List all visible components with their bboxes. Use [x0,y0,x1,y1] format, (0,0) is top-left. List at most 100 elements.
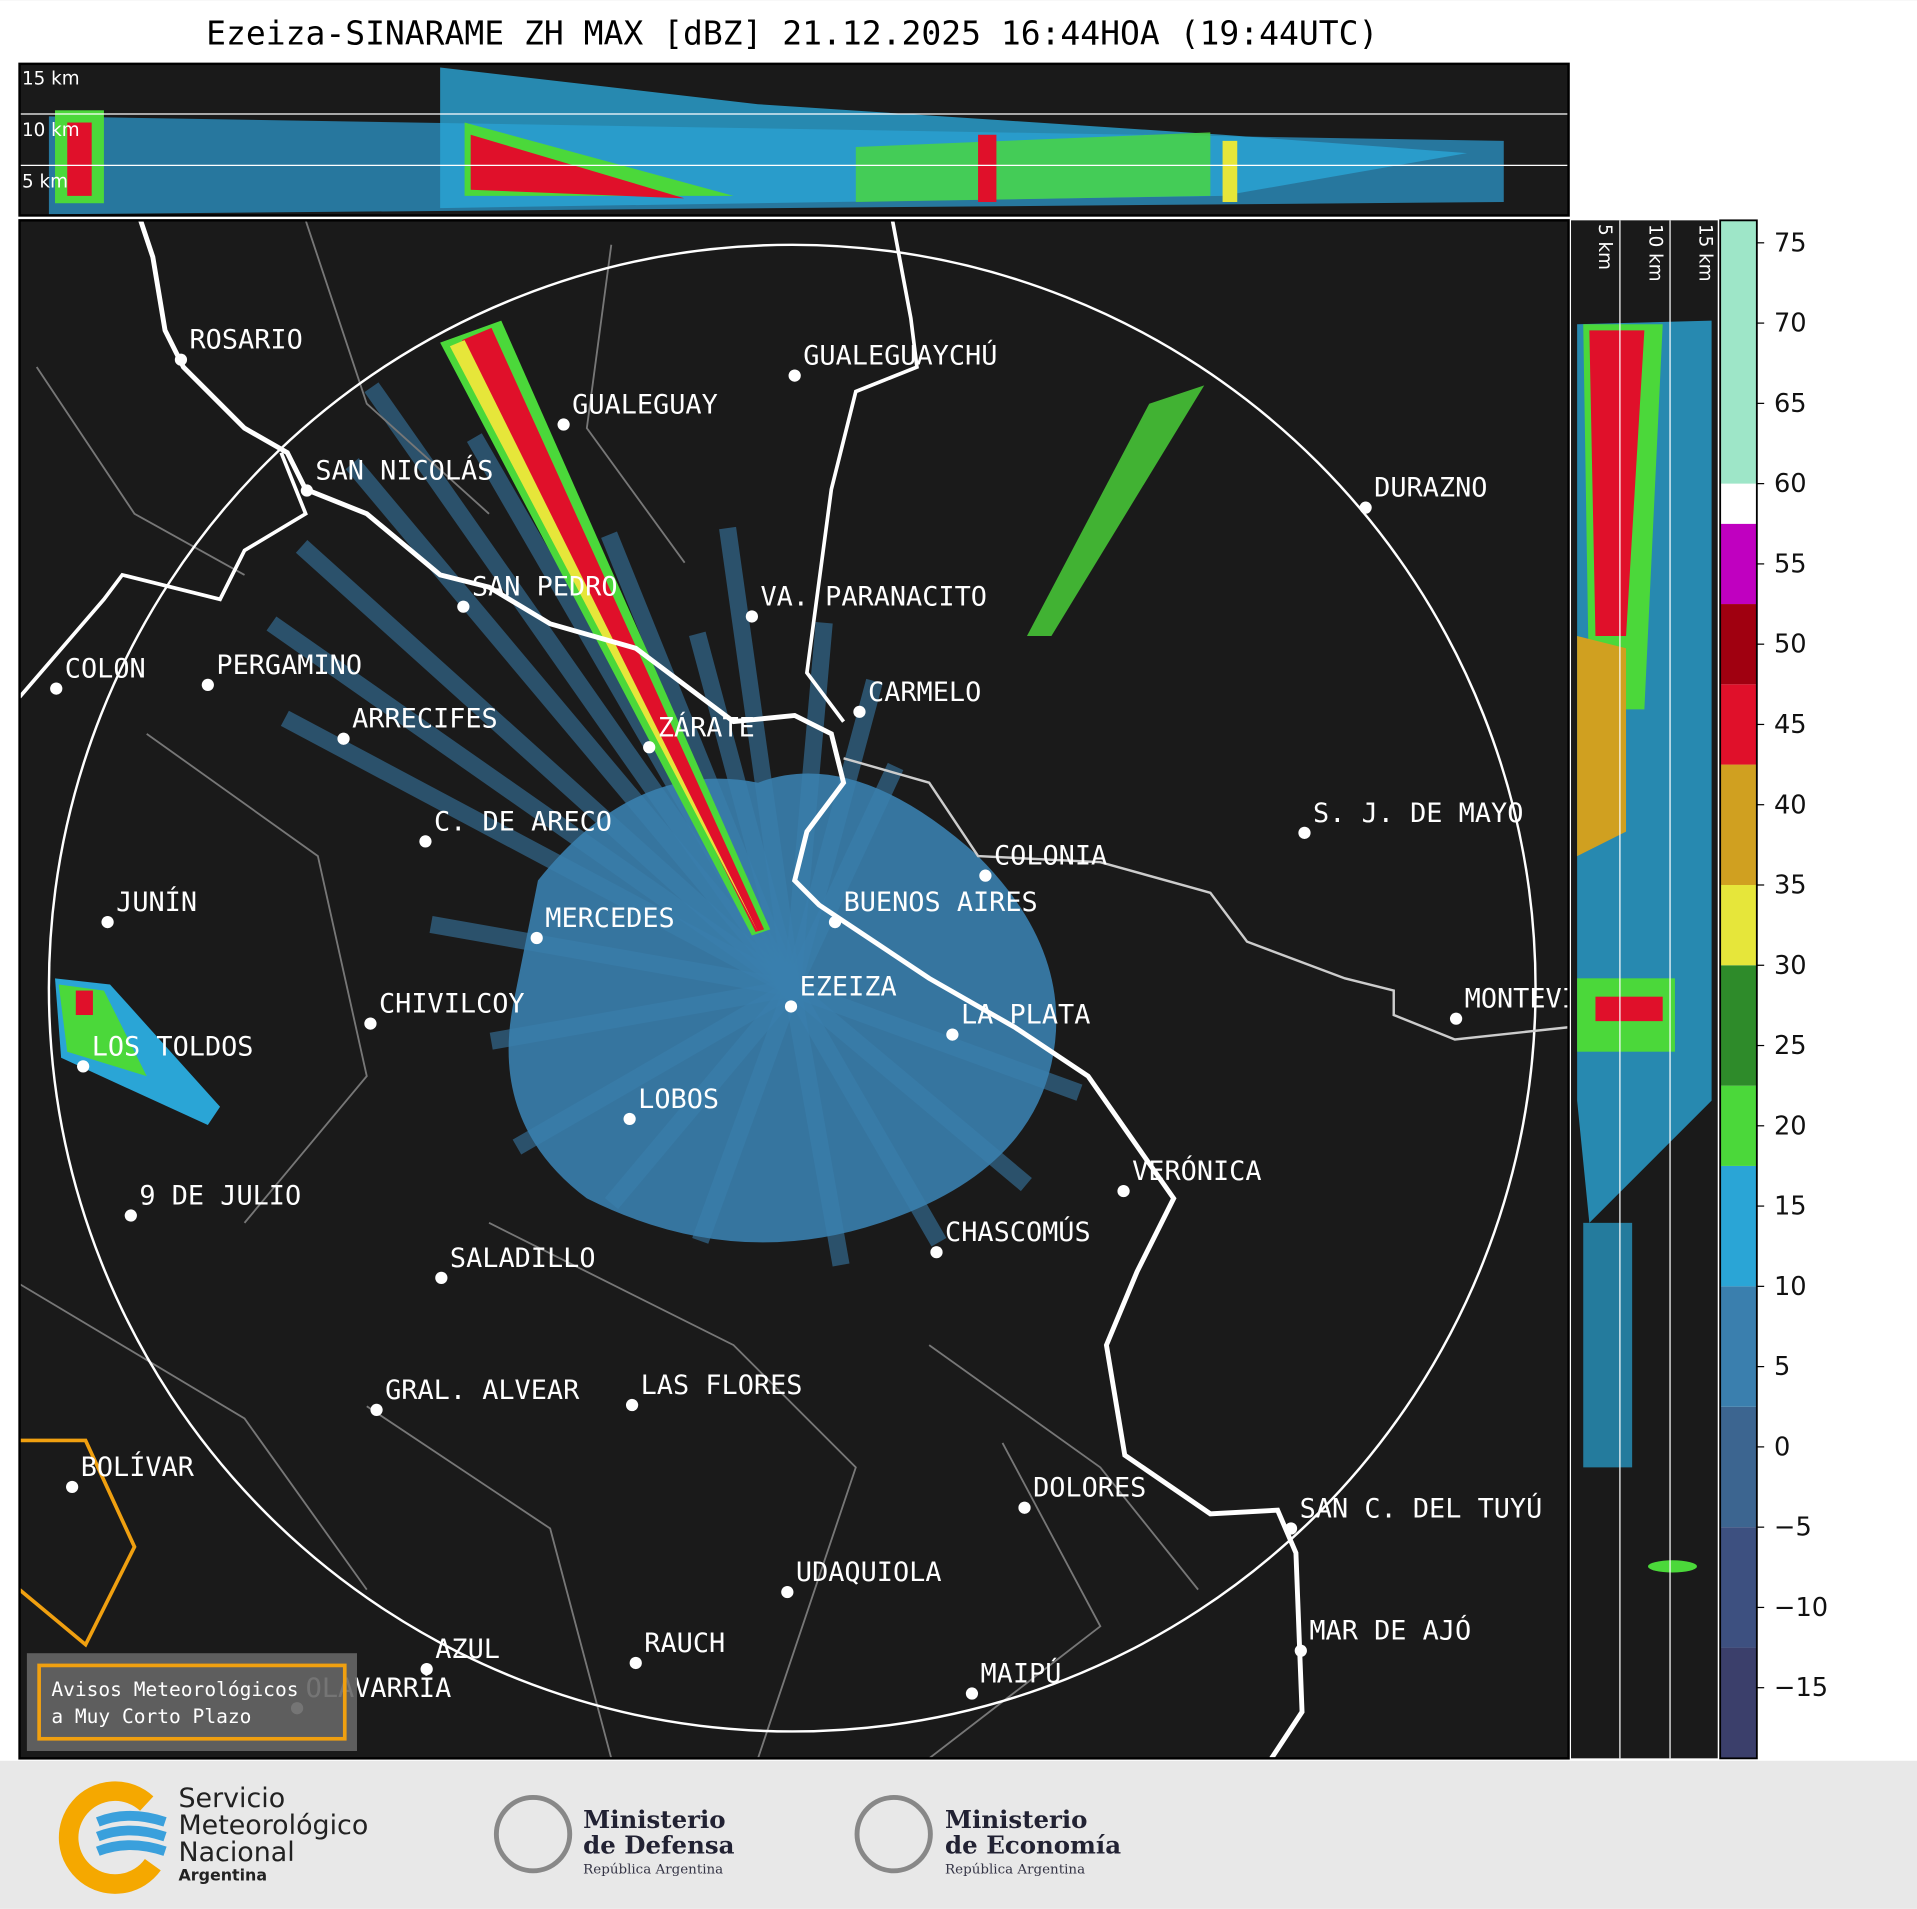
colorbar-tick-label: 5 [1774,1352,1790,1382]
map-frame [18,219,1570,1760]
city-label: MONTEVIDEO [1465,984,1627,1015]
colorbar-tick-label: 35 [1774,871,1807,901]
city-dot [1359,501,1372,514]
city-label: SAN C. DEL TUYÚ [1300,1492,1543,1524]
city-label: CARMELO [868,677,981,708]
city-label: PERGAMINO [216,650,362,681]
colorbar-band [1720,523,1757,605]
colorbar-tick-label: 25 [1774,1031,1807,1061]
city-dot [1284,1522,1298,1535]
colorbar-tick-label: −15 [1774,1673,1828,1703]
city-label: SAN NICOLÁS [315,455,493,487]
colorbar-tick-label: 70 [1774,309,1807,339]
colorbar-tick-label: 15 [1774,1192,1807,1222]
city-label: ARRECIFES [352,704,498,735]
city-label: COLONIA [994,841,1107,872]
colorbar-tick-label: 30 [1774,951,1807,981]
city-dot [781,1585,794,1599]
city-dot [623,1112,636,1126]
city-label: DURAZNO [1374,473,1487,504]
notice-text: a Muy Corto Plazo [51,1705,251,1728]
colorbar-band [1720,965,1757,1086]
city-dot [370,1403,383,1417]
logo-text: Ministerio [583,1805,725,1834]
logos [58,1781,933,1894]
city-label: C. DE ARECO [434,806,612,837]
city-label: COLON [65,654,146,685]
colorbar-band [1720,1286,1757,1407]
city-dot [300,484,313,497]
city-dot [930,1246,943,1259]
city-label: AZUL [435,1634,500,1665]
city-dot [828,915,842,929]
logo-text: de Defensa [583,1831,734,1860]
colorbar-tick-label: 65 [1774,389,1807,419]
logo-text: Ministerio [945,1805,1087,1834]
city-label: GUALEGUAYCHÚ [803,340,997,372]
city-label: GUALEGUAY [572,390,718,421]
city-label: LOBOS [638,1084,719,1115]
city-dot [1298,826,1311,839]
colorbar-band [1720,1527,1757,1648]
city-label: MAR DE AJÓ [1309,1615,1471,1647]
height-label: 15 km [1694,224,1715,282]
city-dot [201,678,214,692]
city-dot [337,732,350,745]
city-dot [77,1060,90,1073]
city-label: SAN PEDRO [472,572,618,603]
city-label: LOS TOLDOS [92,1031,254,1062]
colorbar-band [1720,220,1757,484]
colorbar-tick-label: 55 [1774,549,1807,579]
city-dot [66,1480,79,1494]
city-label: JUNÍN [116,886,197,918]
city-label: CHASCOMÚS [945,1216,1091,1248]
city-dot [364,1017,377,1030]
city-label: BOLÍVAR [81,1451,195,1483]
top-panel [19,63,1569,216]
city-label: CHIVILCOY [379,989,525,1020]
colorbar-band [1720,1406,1757,1528]
colorbar-frame [1719,219,1758,1760]
city-label: ZÁRATE [658,711,755,743]
colorbar-band [1720,604,1757,685]
logo-text: de Economía [945,1831,1121,1860]
city-dot [979,869,992,882]
colorbar-tick-label: 0 [1774,1432,1790,1462]
title: Ezeiza-SINARAME ZH MAX [dBZ] 21.12.2025 … [206,13,1378,52]
city-label: LAS FLORES [641,1370,803,1401]
city-dot [745,610,758,623]
city-dot [1294,1644,1307,1657]
logo-text: Meteorológico [178,1810,368,1841]
colorbar-band [1720,684,1757,765]
logo-text: Nacional [178,1837,294,1868]
city-label: LA PLATA [961,1000,1090,1031]
top-frame [18,62,1570,217]
city-dot [557,418,570,431]
notice-border [37,1663,347,1741]
height-label: 5 km [22,171,68,192]
city-label: MERCEDES [545,903,674,934]
city-dot [101,915,114,929]
city-label: ROSARIO [189,325,302,356]
height-label: 5 km [1594,224,1615,270]
city-dot [124,1209,137,1222]
city-dot [788,369,801,382]
colorbar-tick-label: 75 [1774,228,1807,258]
city-dot [435,1271,448,1284]
colorbar-tick-label: 60 [1774,469,1807,499]
logo-text: Argentina [178,1866,267,1885]
city-label: 9 DE JULIO [139,1181,301,1212]
city-dot [174,353,188,366]
city-dot [419,835,432,848]
city-dot [1449,1012,1463,1025]
height-label: 10 km [1644,224,1665,282]
city-label: BUENOS AIRES [844,887,1038,918]
city-label: DOLORES [1033,1473,1146,1504]
city-dot [457,600,470,613]
city-dot [784,1000,798,1013]
city-label: SALADILLO [450,1243,596,1274]
city-dot [629,1656,642,1670]
city-dot [946,1028,959,1041]
